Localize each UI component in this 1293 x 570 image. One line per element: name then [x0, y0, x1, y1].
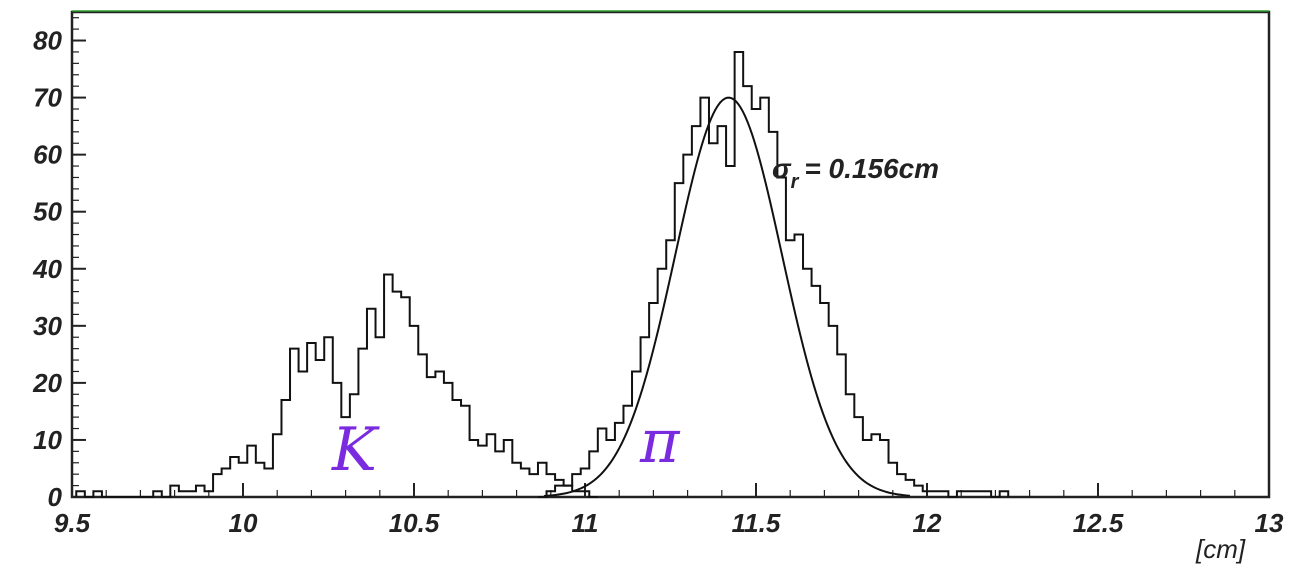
histogram-bin	[316, 360, 325, 497]
x-tick-label: 13	[1255, 508, 1284, 538]
histogram-bin	[743, 86, 752, 497]
histogram-bin	[281, 400, 290, 497]
histogram-bin	[572, 474, 581, 497]
x-tick-label: 12.5	[1073, 508, 1124, 538]
histogram-bin	[290, 349, 299, 497]
histogram-bin	[615, 423, 624, 497]
histogram-bin	[247, 446, 256, 497]
x-axis-unit-label: [cm]	[1195, 534, 1246, 564]
histogram-bin	[461, 406, 470, 497]
histogram-bin	[529, 474, 538, 497]
histogram-bin	[803, 269, 812, 497]
histogram-bin	[393, 292, 402, 497]
histogram-bin	[752, 109, 761, 497]
histogram-bin	[777, 177, 786, 497]
y-tick-label: 40	[32, 254, 62, 284]
histogram-bin	[444, 383, 453, 497]
histogram-bin	[906, 480, 915, 497]
k-label: K	[331, 415, 380, 485]
x-tick-label: 11.5	[732, 508, 781, 538]
histogram-bin	[487, 434, 496, 497]
histogram-bin	[854, 417, 863, 497]
histogram-bin	[452, 400, 461, 497]
histogram-bin	[273, 434, 282, 497]
series-outline-0	[75, 273, 598, 498]
histogram-bin	[264, 468, 273, 497]
plot-frame	[70, 10, 1271, 499]
x-tick-label: 9.5	[54, 508, 91, 538]
x-axis-ticks: 9.5 10 10.5 11 11.5 12 12.5 13	[54, 483, 1284, 538]
histogram-bin	[521, 468, 530, 497]
histogram-bins	[75, 50, 1010, 498]
histogram-bin	[700, 98, 709, 497]
y-tick-label: 10	[33, 425, 62, 455]
x-tick-label: 11	[572, 508, 599, 538]
histogram-bin	[538, 463, 547, 497]
y-tick-label: 0	[48, 482, 63, 512]
histogram-bin	[914, 486, 923, 497]
sigma-value: = 0.156cm	[804, 153, 939, 184]
histogram-bin	[769, 132, 778, 497]
sigma-symbol: σ	[772, 153, 792, 184]
histogram-bin	[307, 343, 316, 497]
x-tick-label: 12	[913, 508, 942, 538]
y-axis-ticks: 0 10 20 30 40 50 60 70 80	[32, 17, 86, 512]
histogram-bin	[213, 474, 222, 497]
histogram-bin	[718, 126, 727, 497]
histogram-bin	[401, 297, 410, 497]
series-outline-1	[537, 50, 1010, 498]
histogram-bin	[837, 354, 846, 497]
y-tick-label: 80	[33, 26, 62, 56]
histogram-bin	[384, 274, 393, 497]
histogram-bin	[427, 377, 436, 497]
histogram-bin	[683, 155, 692, 497]
histogram-bin	[846, 394, 855, 497]
x-tick-label: 10.5	[389, 508, 440, 538]
histogram-bin	[598, 429, 607, 497]
histogram-bin	[794, 235, 803, 497]
histogram-bin	[435, 371, 444, 497]
histogram-bin	[735, 52, 744, 497]
histogram-bin	[760, 98, 769, 497]
histogram-bin	[470, 440, 479, 497]
histogram-bin	[256, 463, 265, 497]
histogram-bin	[820, 303, 829, 497]
histogram-bin	[692, 126, 701, 497]
x-tick-label: 10	[229, 508, 258, 538]
y-tick-label: 70	[33, 83, 62, 113]
histogram-bin	[230, 457, 239, 497]
sigma-annotation: σr = 0.156cm	[772, 153, 939, 193]
histogram-bin	[478, 446, 487, 497]
histogram-bin	[222, 468, 231, 497]
y-tick-label: 20	[32, 368, 62, 398]
histogram-bin	[299, 371, 308, 497]
histogram-bin	[495, 451, 504, 497]
gaussian-fit-curve	[543, 96, 910, 497]
histogram-bin	[829, 326, 838, 497]
histogram-bin	[623, 406, 632, 497]
histogram-bin	[726, 166, 735, 497]
histogram-bin	[880, 440, 889, 497]
histogram-bin	[504, 440, 513, 497]
y-tick-label: 50	[33, 197, 62, 227]
histogram-bin	[709, 143, 718, 497]
sigma-subscript: r	[791, 171, 800, 193]
histogram-bin	[606, 440, 615, 497]
histogram-bin	[418, 354, 427, 497]
histogram-bin	[589, 451, 598, 497]
y-tick-label: 60	[33, 140, 62, 170]
pi-label: π	[639, 407, 681, 477]
histogram-bin	[410, 326, 419, 497]
histogram-bin	[863, 440, 872, 497]
y-tick-label: 30	[33, 311, 62, 341]
histogram-bin	[196, 486, 205, 497]
